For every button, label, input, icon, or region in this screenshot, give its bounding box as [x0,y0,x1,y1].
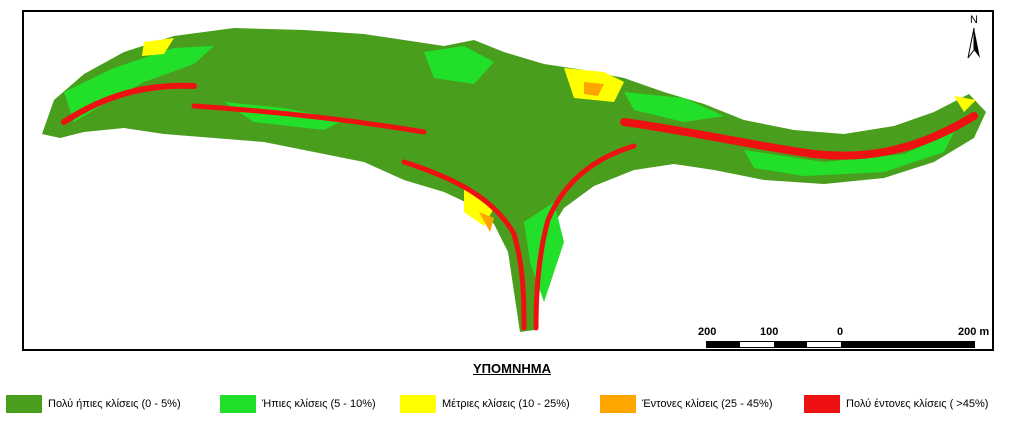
slope-map: N 200 100 0 200 m [22,10,994,351]
steep-slope-zone [479,212,494,232]
legend-item-gentle: Ήπιες κλίσεις (5 - 10%) [220,394,376,414]
legend-item-very-gentle: Πολύ ήπιες κλίσεις (0 - 5%) [6,394,181,414]
legend-swatch [600,395,636,413]
legend-swatch [400,395,436,413]
very-steep-slope-band [401,159,527,331]
scale-segment [773,342,808,347]
north-arrow-icon [967,27,980,59]
scale-label: 200 [698,326,717,338]
scale-label: 100 [760,326,779,338]
legend-title: ΥΠΟΜΝΗΜΑ [473,361,551,376]
moderate-slope-zone [954,96,976,112]
legend-swatch [220,395,256,413]
scale-track [706,341,975,348]
scale-segment [840,342,974,347]
very-steep-slope-band [620,112,978,160]
scale-bar: 200 100 0 200 m [698,326,989,349]
scale-segment [707,342,741,347]
gentle-slope-zone [424,46,494,84]
legend-item-very-steep: Πολύ έντονες κλίσεις ( >45%) [804,394,988,414]
gentle-slope-zone [744,132,954,176]
legend-item-moderate: Μέτριες κλίσεις (10 - 25%) [400,394,570,414]
gentle-slope-zone [624,92,724,122]
legend-item-steep: Έντονες κλίσεις (25 - 45%) [600,394,773,414]
scale-segment [807,342,841,347]
legend-swatch [804,395,840,413]
scale-label: 0 [837,326,844,338]
legend-label: Μέτριες κλίσεις (10 - 25%) [442,398,570,410]
gentle-slope-zone [524,202,564,302]
very-steep-slope-band [191,103,427,135]
north-arrow: N [962,14,986,62]
legend: Πολύ ήπιες κλίσεις (0 - 5%) Ήπιες κλίσει… [6,394,1022,414]
very-steep-slope-band [533,143,637,331]
legend-label: Έντονες κλίσεις (25 - 45%) [642,398,773,410]
very-steep-slope-band [61,82,197,125]
terrain-body [42,28,986,332]
north-label: N [970,14,978,26]
moderate-slope-zone [142,38,174,56]
scale-segment [740,342,774,347]
scale-label: 200 m [958,326,990,338]
legend-label: Πολύ έντονες κλίσεις ( >45%) [846,398,989,410]
steep-slope-zone [584,82,604,96]
legend-label: Πολύ ήπιες κλίσεις (0 - 5%) [48,398,181,410]
legend-label: Ήπιες κλίσεις (5 - 10%) [262,398,376,410]
legend-swatch [6,395,42,413]
slope-map-canvas [42,28,986,332]
